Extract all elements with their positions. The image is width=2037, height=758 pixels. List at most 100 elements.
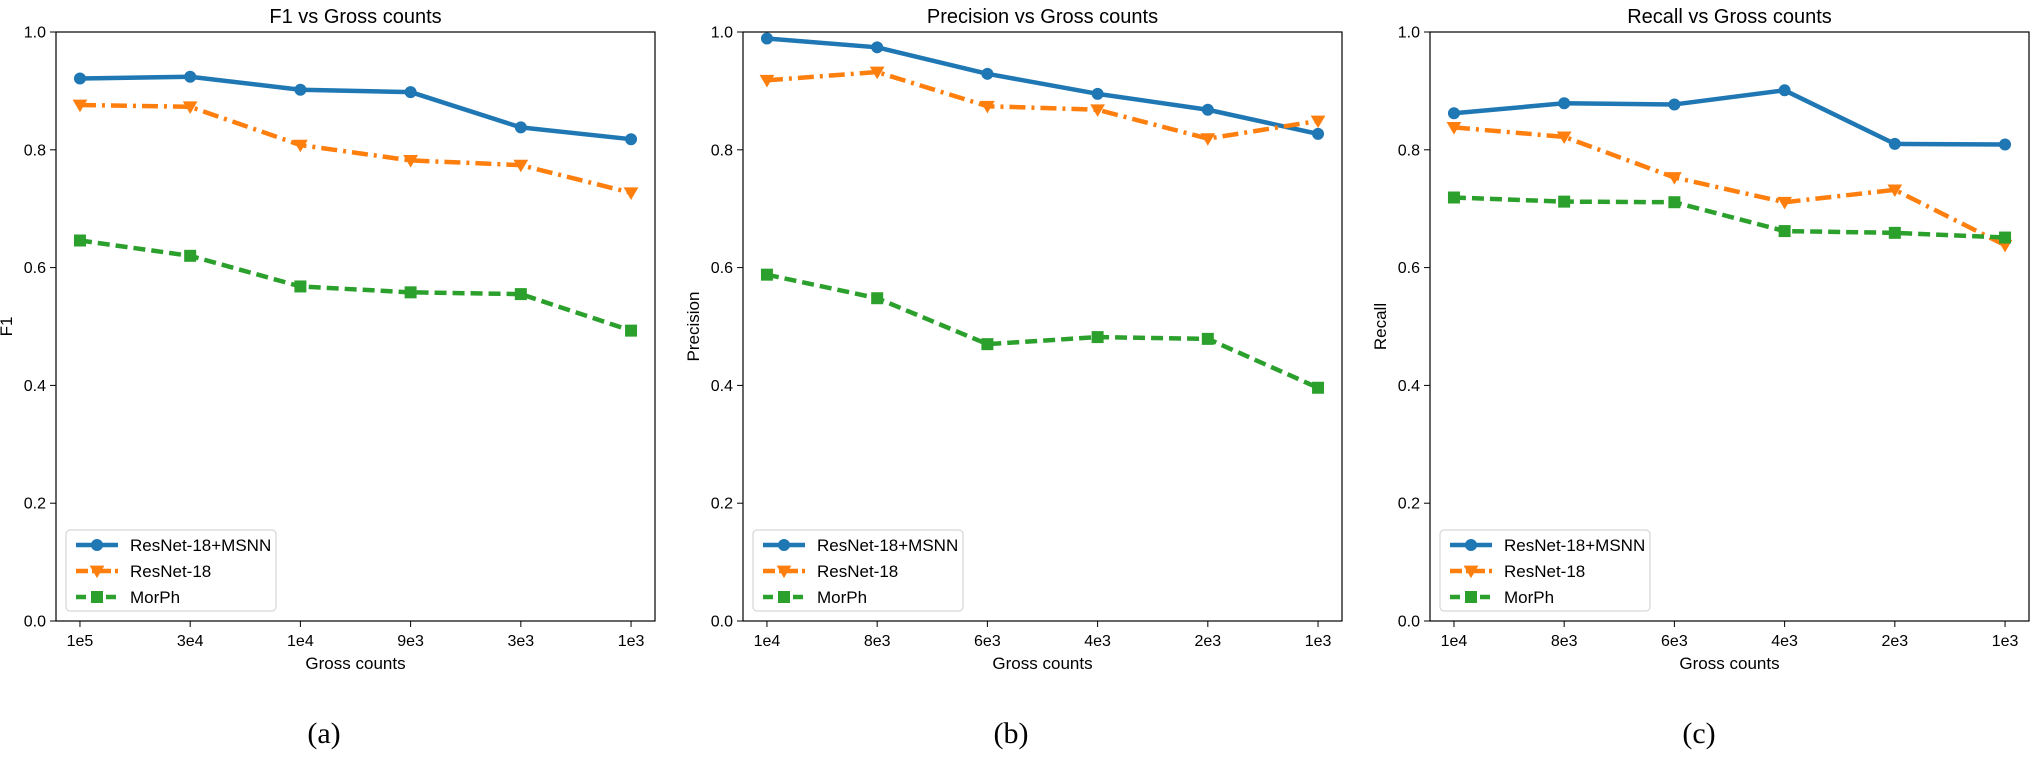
data-point <box>1201 332 1214 345</box>
data-point <box>1201 103 1214 116</box>
x-tick-label: 6e3 <box>974 633 1001 650</box>
data-point <box>1558 97 1571 110</box>
x-tick-label: 3e3 <box>507 633 534 650</box>
figure-caption: (b) <box>994 717 1029 750</box>
data-point <box>294 83 307 96</box>
data-point <box>294 280 307 293</box>
series-line-resnet <box>79 102 632 195</box>
data-point <box>760 268 773 281</box>
legend-label: ResNet-18 <box>130 562 211 581</box>
legend-label: ResNet-18+MSNN <box>130 536 271 555</box>
y-tick-label: 1.0 <box>711 25 733 42</box>
legend-box <box>752 529 964 612</box>
series-line-morph <box>1453 195 2006 240</box>
y-tick-label: 0.0 <box>24 614 46 631</box>
data-point <box>1312 127 1325 140</box>
data-point <box>1312 381 1325 394</box>
data-point <box>1778 84 1791 97</box>
data-point <box>625 133 638 146</box>
legend-label: ResNet-18+MSNN <box>1504 536 1645 555</box>
data-point <box>404 286 417 299</box>
data-point <box>182 101 198 114</box>
data-point <box>625 324 638 337</box>
chart-title: Recall vs Gross counts <box>1627 6 1832 28</box>
y-tick-label: 0.0 <box>711 614 733 631</box>
data-point <box>871 292 884 305</box>
x-tick-label: 3e4 <box>177 633 204 650</box>
y-tick-label: 1.0 <box>1398 25 1420 42</box>
legend-swatch-marker <box>778 539 790 551</box>
chart-title: F1 vs Gross counts <box>269 6 441 28</box>
data-point <box>1668 98 1681 111</box>
y-axis-label: F1 <box>0 317 16 337</box>
x-tick-label: 1e4 <box>1441 633 1468 650</box>
y-tick-label: 0.8 <box>711 142 733 159</box>
data-point <box>514 121 527 134</box>
y-tick-label: 0.4 <box>711 378 733 395</box>
x-tick-label: 6e3 <box>1661 633 1688 650</box>
legend-swatch-marker <box>778 591 790 603</box>
data-point <box>72 99 88 113</box>
legend-swatch-marker <box>1463 565 1479 579</box>
data-point <box>1091 331 1104 344</box>
legend-label: MorPh <box>817 588 867 607</box>
legend: ResNet-18+MSNN ResNet-18 MorPh <box>65 529 277 612</box>
y-tick-label: 0.4 <box>24 378 46 395</box>
data-point <box>1447 107 1460 120</box>
y-tick-label: 0.6 <box>1398 260 1420 277</box>
y-tick-label: 0.8 <box>24 142 46 159</box>
data-point <box>1777 196 1792 210</box>
legend-label: ResNet-18+MSNN <box>817 536 958 555</box>
data-point <box>1999 231 2012 244</box>
legend: ResNet-18+MSNN ResNet-18 MorPh <box>752 529 964 612</box>
series-line-resnet <box>766 69 1319 141</box>
x-tick-label: 4e3 <box>1084 633 1111 650</box>
data-point <box>1556 131 1572 145</box>
figure-caption: (c) <box>1682 717 1715 750</box>
series-line-morph <box>79 238 632 333</box>
data-point <box>404 86 417 99</box>
x-tick-label: 1e4 <box>754 633 781 650</box>
data-point <box>869 66 885 80</box>
legend-box <box>65 529 277 612</box>
legend-swatch-marker <box>89 565 105 579</box>
data-point <box>981 338 994 351</box>
x-tick-label: 2e3 <box>1881 633 1908 650</box>
x-axis-label: Gross counts <box>1679 654 1779 673</box>
x-axis-label: Gross counts <box>992 654 1092 673</box>
data-point <box>1446 122 1462 135</box>
data-point <box>184 249 197 262</box>
y-axis-label: Precision <box>684 292 703 362</box>
data-point <box>73 72 86 85</box>
data-point <box>513 159 529 173</box>
data-point <box>293 139 308 153</box>
data-point <box>759 74 775 88</box>
data-point <box>1668 196 1681 209</box>
chart-panel-1: 0.0 0.2 0.4 0.6 0.8 1.0 1e5 3e4 1e4 9e3 3e3 1e3 F1 v… <box>0 6 656 750</box>
legend-swatch-marker <box>91 591 103 603</box>
legend-label: ResNet-18 <box>817 562 898 581</box>
y-tick-label: 0.2 <box>1398 496 1420 513</box>
series-line-resnet <box>1453 125 2007 248</box>
plot-area <box>1429 31 2030 622</box>
legend-swatch-marker <box>91 539 103 551</box>
legend-swatch-marker <box>1465 591 1477 603</box>
x-tick-label: 1e3 <box>1992 633 2019 650</box>
legend-label: MorPh <box>1504 588 1554 607</box>
y-tick-label: 1.0 <box>24 25 46 42</box>
x-tick-label: 8e3 <box>1551 633 1578 650</box>
chart-title: Precision vs Gross counts <box>927 6 1158 28</box>
legend: ResNet-18+MSNN ResNet-18 MorPh <box>1439 529 1651 612</box>
chart-panel-2: 0.0 0.2 0.4 0.6 0.8 1.0 1e4 8e3 6e3 4e3 2e3 1e3 Prec… <box>684 6 1343 750</box>
x-tick-label: 1e3 <box>1305 633 1332 650</box>
data-point <box>184 70 197 83</box>
x-tick-label: 9e3 <box>397 633 424 650</box>
data-point <box>514 288 527 301</box>
data-point <box>981 67 994 80</box>
data-point <box>1310 115 1326 129</box>
data-point <box>1888 226 1901 239</box>
data-point <box>1888 137 1901 150</box>
x-tick-label: 1e3 <box>618 633 645 650</box>
x-tick-label: 1e4 <box>287 633 314 650</box>
